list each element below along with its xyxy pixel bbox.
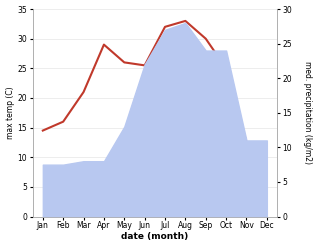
Y-axis label: max temp (C): max temp (C) xyxy=(5,86,15,139)
X-axis label: date (month): date (month) xyxy=(121,232,189,242)
Y-axis label: med. precipitation (kg/m2): med. precipitation (kg/m2) xyxy=(303,61,313,164)
